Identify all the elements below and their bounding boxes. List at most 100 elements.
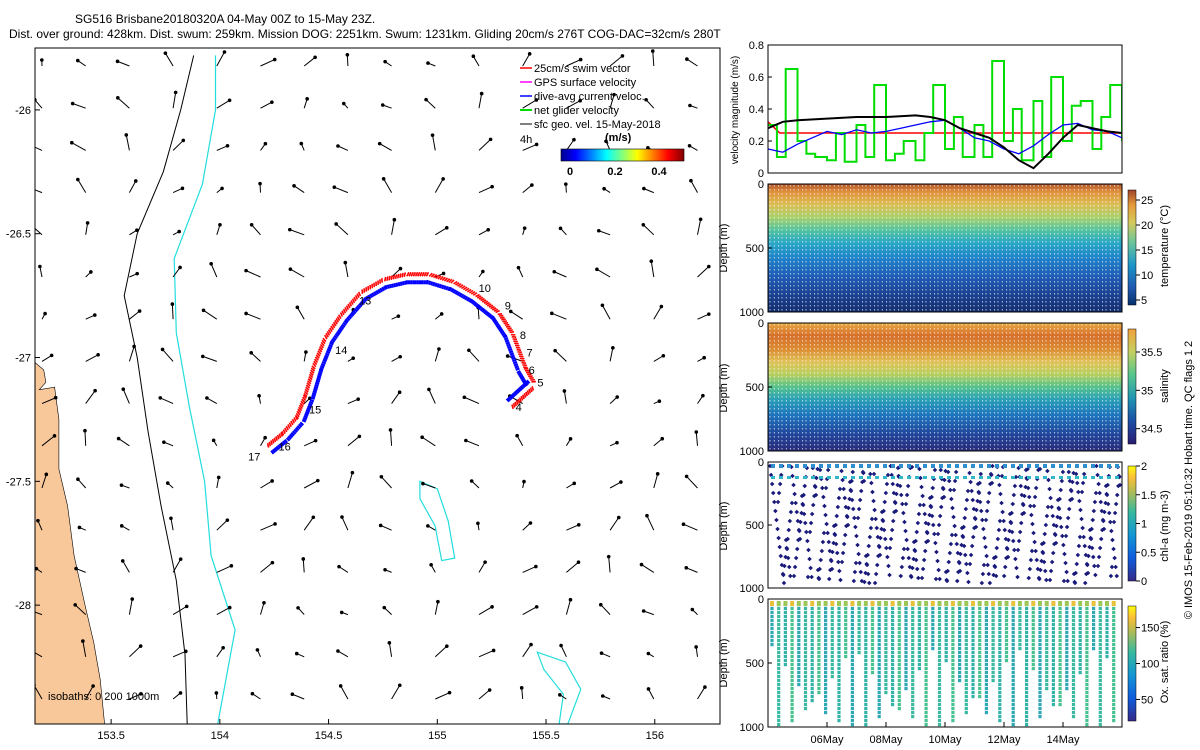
oxygen-point bbox=[830, 651, 834, 655]
oxygen-point bbox=[1045, 615, 1049, 619]
oxygen-point bbox=[911, 711, 915, 715]
chla-point bbox=[875, 464, 879, 468]
oxygen-point bbox=[897, 615, 901, 619]
oxygen-point bbox=[844, 607, 848, 611]
swim-mark bbox=[406, 271, 410, 277]
dac-mark bbox=[315, 379, 321, 383]
geo-arrow-head bbox=[178, 557, 183, 561]
oxygen-point bbox=[958, 663, 962, 667]
chla-point bbox=[819, 464, 823, 468]
chla-point bbox=[1048, 495, 1053, 501]
chla-point bbox=[1098, 536, 1104, 542]
oxygen-point bbox=[978, 675, 982, 679]
dac-mark bbox=[319, 365, 325, 369]
dac-mark bbox=[311, 394, 316, 398]
oxygen-point bbox=[1045, 611, 1049, 615]
geo-arrow bbox=[203, 309, 218, 320]
chla-point bbox=[1076, 543, 1082, 549]
oxygen-point bbox=[864, 619, 868, 623]
oxygen-point bbox=[1025, 667, 1029, 671]
oxygen-point bbox=[951, 683, 955, 687]
oxygen-point bbox=[978, 627, 982, 631]
colorbar-tick-label: 0.5 bbox=[1141, 547, 1156, 559]
geo-arrow-head bbox=[426, 61, 430, 65]
chla-point bbox=[955, 476, 959, 479]
geo-arrow bbox=[379, 143, 392, 151]
oxygen-point bbox=[917, 651, 921, 655]
geo-arrow bbox=[434, 178, 444, 193]
oxygen-point bbox=[911, 611, 915, 615]
dac-mark bbox=[498, 328, 504, 333]
oxygen-point bbox=[790, 667, 794, 671]
chla-point bbox=[1059, 464, 1063, 468]
swim-mark bbox=[505, 325, 511, 328]
dac-mark bbox=[519, 375, 525, 380]
colorbar-tick-label: 15 bbox=[1141, 245, 1153, 257]
oxygen-point bbox=[891, 703, 895, 707]
oxygen-point bbox=[951, 639, 955, 643]
geo-arrow-head bbox=[398, 354, 402, 359]
chla-point bbox=[986, 571, 992, 577]
oxygen-point bbox=[937, 647, 942, 651]
geo-arrow bbox=[646, 515, 655, 531]
dac-mark bbox=[519, 385, 525, 390]
chla-point bbox=[891, 464, 895, 468]
geo-arrow bbox=[468, 349, 480, 362]
chla-point bbox=[1049, 504, 1054, 510]
oxygen-point bbox=[783, 663, 787, 667]
swim-mark bbox=[341, 310, 345, 316]
geo-arrow bbox=[340, 685, 349, 700]
geo-arrow-head bbox=[270, 100, 274, 104]
oxygen-point bbox=[1018, 607, 1022, 611]
oxygen-point bbox=[971, 627, 975, 631]
oxygen-point bbox=[870, 667, 875, 671]
oxygen-point bbox=[1112, 631, 1116, 635]
oxygen-point bbox=[911, 631, 915, 635]
geo-arrow-head bbox=[424, 97, 428, 102]
chla-point bbox=[951, 487, 957, 493]
chla-point bbox=[876, 553, 881, 559]
oxygen-point bbox=[1071, 611, 1076, 615]
oxygen-point bbox=[937, 635, 942, 639]
oxygen-point bbox=[937, 643, 942, 647]
chla-point bbox=[987, 476, 991, 479]
oxygen-point bbox=[783, 601, 788, 606]
oxygen-point bbox=[1038, 651, 1042, 655]
chla-point bbox=[843, 476, 847, 479]
oxygen-point bbox=[1011, 671, 1015, 675]
chla-point bbox=[1002, 527, 1008, 533]
swim-mark bbox=[441, 276, 446, 281]
oxygen-point bbox=[1098, 643, 1102, 647]
oxygen-point bbox=[1105, 631, 1109, 635]
oxygen-point bbox=[1011, 707, 1015, 711]
oxygen-point bbox=[796, 601, 801, 606]
chla-point bbox=[850, 469, 856, 475]
oxygen-point bbox=[897, 635, 901, 639]
oxygen-point bbox=[810, 691, 814, 695]
oxygen-point bbox=[1031, 627, 1035, 631]
oxygen-point bbox=[837, 703, 841, 707]
oxygen-point bbox=[850, 707, 854, 711]
oxygen-point bbox=[951, 643, 955, 647]
dac-mark bbox=[436, 283, 440, 288]
geo-arrow-head bbox=[49, 353, 54, 358]
oxygen-point bbox=[1078, 663, 1082, 667]
geo-arrow-head bbox=[528, 521, 533, 525]
swim-mark bbox=[485, 301, 490, 306]
oxygen-point bbox=[1085, 699, 1089, 703]
chla-point bbox=[787, 464, 791, 468]
geo-arrow bbox=[697, 686, 706, 700]
chla-point bbox=[985, 499, 991, 505]
dac-mark bbox=[302, 417, 308, 421]
geo-arrow-head bbox=[29, 223, 33, 227]
geo-arrow-head bbox=[553, 348, 557, 353]
oxygen-point bbox=[877, 659, 881, 663]
oxygen-point bbox=[1004, 615, 1009, 619]
geo-arrow-head bbox=[534, 564, 538, 569]
oxygen-point bbox=[904, 647, 908, 651]
chla-point bbox=[1103, 483, 1109, 489]
oxygen-point bbox=[984, 639, 988, 643]
chla-point bbox=[825, 467, 831, 473]
oxygen-point bbox=[1004, 655, 1009, 659]
oxygen-point bbox=[1085, 607, 1089, 611]
